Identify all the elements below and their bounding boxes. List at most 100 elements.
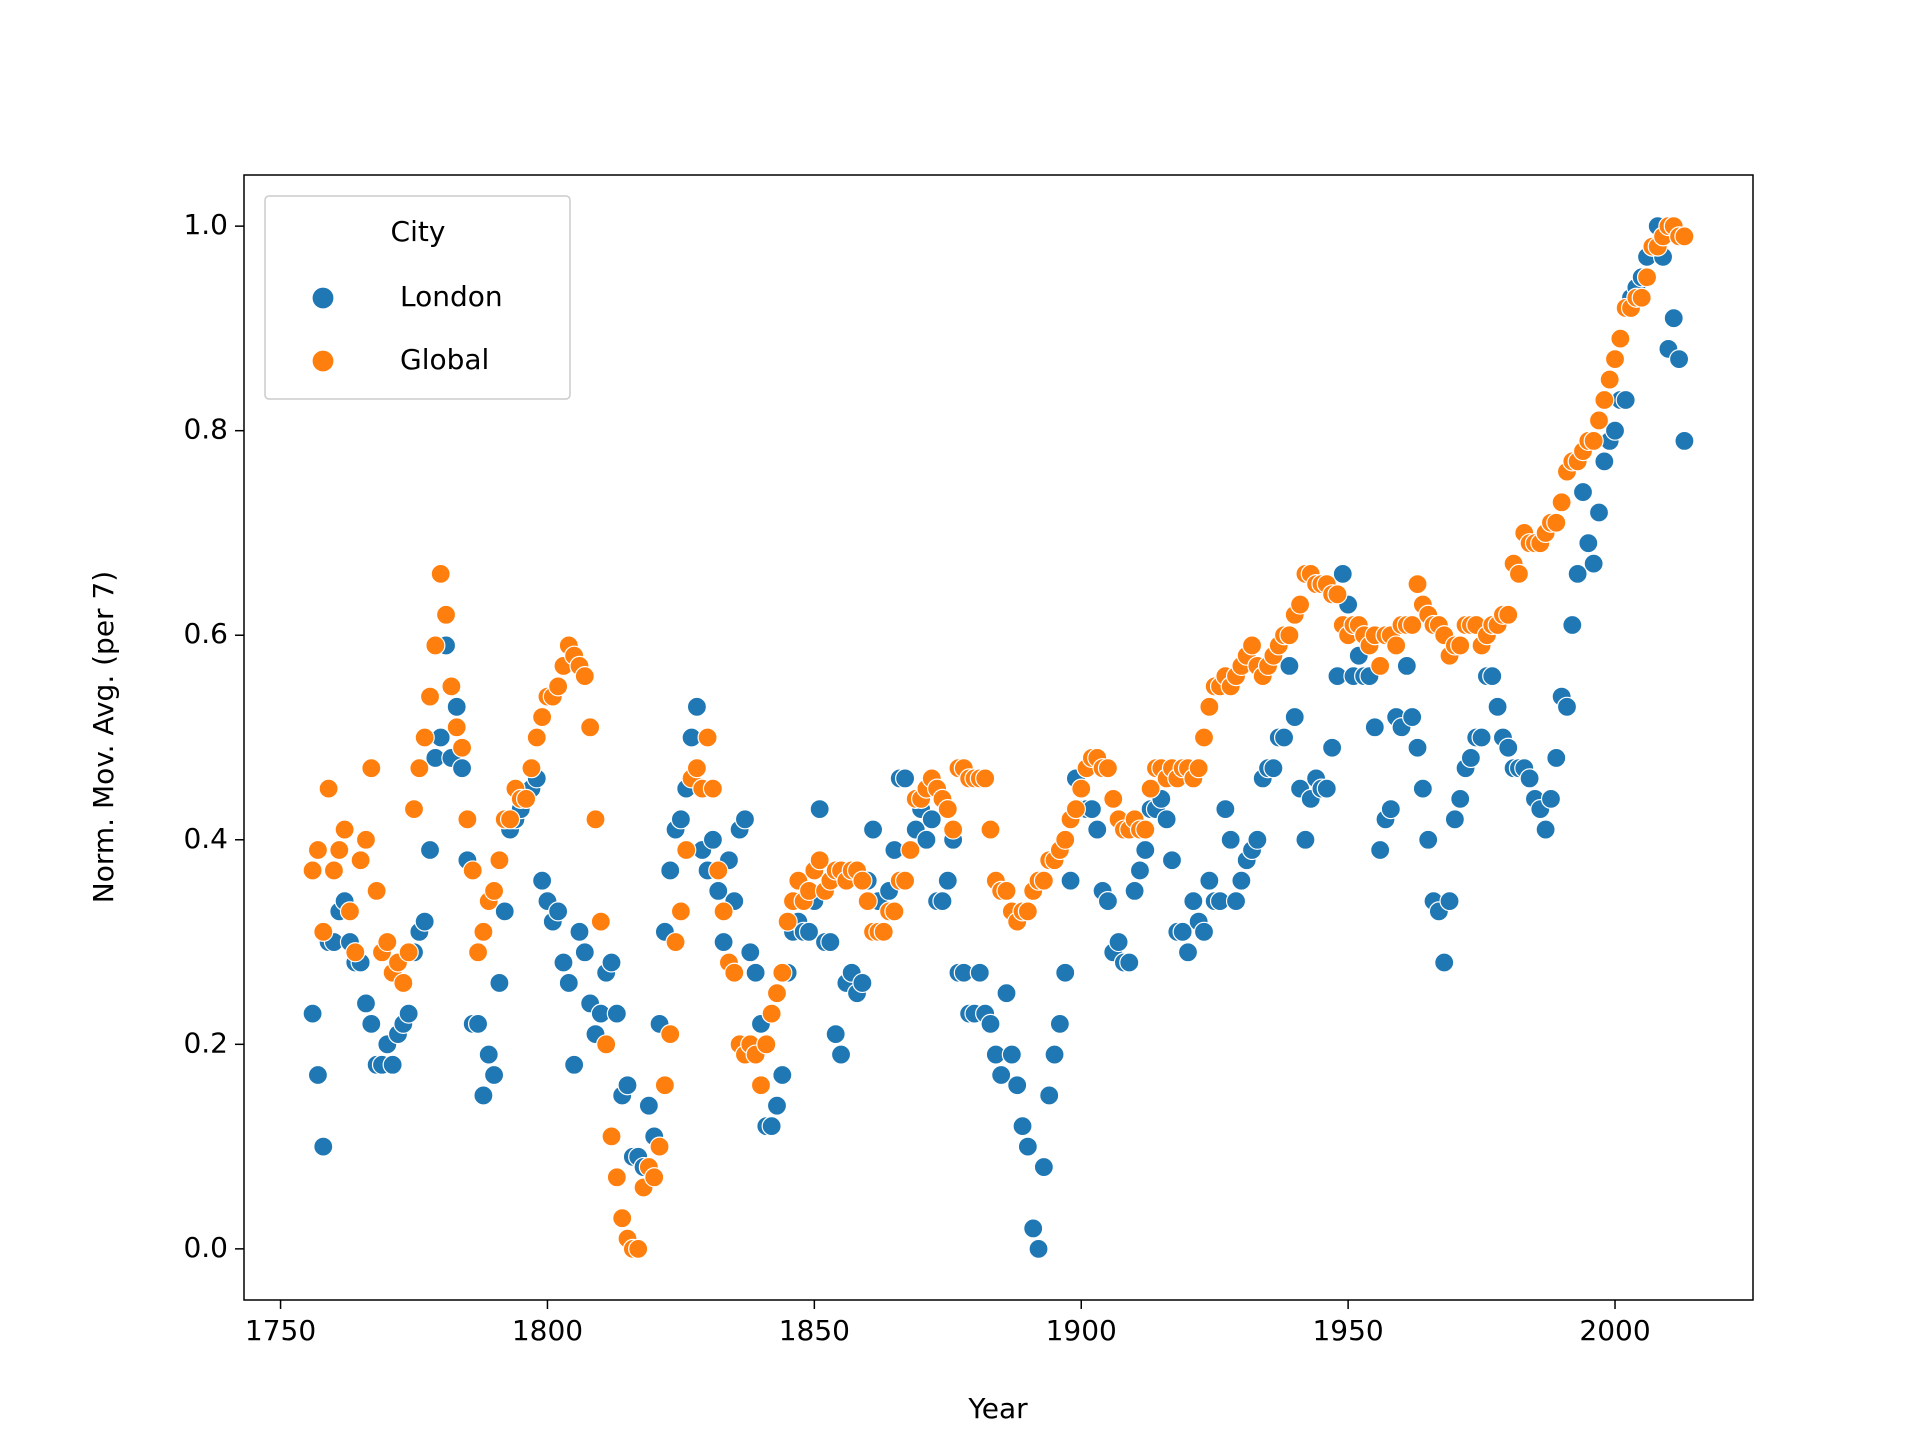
plot-frame (243, 174, 1754, 1301)
point (708, 880, 729, 902)
point (494, 901, 515, 922)
point (467, 942, 489, 963)
point (1071, 778, 1092, 799)
point (900, 839, 921, 861)
point (1498, 604, 1519, 625)
point (1327, 584, 1348, 605)
point (313, 921, 334, 942)
point (1087, 819, 1108, 840)
point (419, 686, 441, 707)
point (686, 758, 708, 779)
point (1241, 635, 1263, 656)
point (873, 921, 894, 942)
point (1572, 481, 1594, 503)
point (548, 901, 569, 922)
point (1668, 348, 1690, 370)
legend-title: City (391, 215, 446, 248)
point (457, 809, 478, 830)
y-axis-label: Norm. Mov. Avg. (per 7) (87, 571, 120, 903)
point (638, 1095, 659, 1116)
point (894, 870, 916, 891)
point (1135, 839, 1156, 861)
point (996, 983, 1017, 1004)
point (361, 758, 382, 779)
x-tick-label: 1750 (245, 1314, 316, 1347)
point (1028, 1238, 1049, 1259)
point (483, 880, 505, 902)
point (473, 1085, 494, 1106)
point (1556, 696, 1578, 717)
point (409, 758, 430, 779)
point (734, 809, 756, 830)
y-tick-label: 1.0 (183, 208, 228, 241)
point (1460, 747, 1481, 769)
point (654, 1075, 675, 1096)
point (1610, 328, 1631, 349)
point (446, 696, 467, 717)
point (1604, 420, 1626, 441)
point (756, 1034, 777, 1055)
point (798, 921, 820, 942)
point (1193, 727, 1215, 748)
point (393, 972, 414, 994)
point (1588, 410, 1610, 431)
point (398, 1003, 419, 1024)
legend-label: Global (400, 343, 489, 376)
point (1193, 921, 1215, 942)
point (750, 1075, 772, 1096)
point (574, 942, 595, 963)
point (937, 870, 958, 891)
point (1007, 1075, 1028, 1096)
x-tick-label: 1950 (1312, 1314, 1383, 1347)
point (1498, 737, 1519, 758)
point (1284, 706, 1305, 728)
point (489, 972, 510, 994)
point (825, 1023, 846, 1045)
point (665, 931, 686, 953)
point (1636, 267, 1658, 288)
point (670, 809, 692, 830)
point (1588, 502, 1610, 523)
point (766, 983, 788, 1004)
point (1065, 798, 1086, 820)
point (921, 809, 942, 830)
point (329, 839, 350, 861)
point (585, 809, 606, 830)
point (724, 962, 745, 983)
point (1199, 870, 1220, 891)
point (1674, 226, 1695, 247)
legend-marker (311, 286, 335, 310)
point (451, 758, 473, 779)
point (1402, 706, 1423, 728)
point (612, 1208, 633, 1229)
point (1231, 870, 1252, 891)
point (1247, 829, 1268, 850)
point (1279, 655, 1300, 677)
point (521, 758, 542, 779)
y-tick-label: 0.2 (183, 1026, 228, 1059)
point (307, 839, 329, 861)
point (1402, 614, 1423, 636)
point (1583, 430, 1604, 452)
point (1583, 553, 1604, 574)
point (1482, 666, 1503, 687)
point (574, 666, 595, 687)
point (1663, 308, 1684, 329)
point (1578, 533, 1599, 554)
point (761, 1116, 782, 1137)
point (1551, 492, 1572, 513)
point (1546, 747, 1567, 769)
point (943, 819, 964, 840)
point (740, 942, 761, 963)
point (361, 1013, 382, 1034)
point (516, 788, 537, 809)
point (1215, 798, 1236, 820)
point (702, 778, 724, 799)
point (382, 1054, 403, 1075)
point (660, 1023, 681, 1045)
point (697, 727, 718, 748)
point (1332, 563, 1353, 584)
point (1439, 891, 1460, 912)
point (1370, 655, 1391, 677)
